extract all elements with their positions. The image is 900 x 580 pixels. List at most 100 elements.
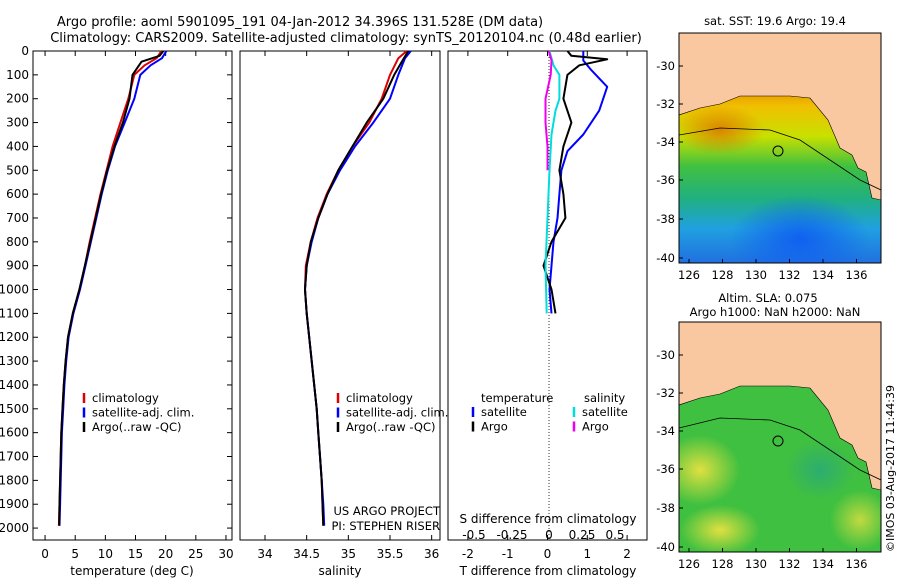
map-lat-label: -38 xyxy=(656,212,675,226)
profile-line-3 xyxy=(544,50,553,171)
y-tick-label: 1800 xyxy=(0,473,29,487)
legend-label: climatology xyxy=(346,391,413,405)
sst-map-isobath xyxy=(679,127,881,191)
y-tick-label: 400 xyxy=(6,139,29,153)
legend-label: satellite-adj. clim. xyxy=(346,406,448,420)
imos-credit: ©IMOS 03-Aug-2017 11:44:39 xyxy=(884,385,897,552)
warm-water-patch xyxy=(679,105,765,155)
map-lon-label: 136 xyxy=(846,268,868,282)
s-tick-label: 0 xyxy=(545,528,553,542)
x-tick-label: 1 xyxy=(583,547,591,561)
y-tick-label: 300 xyxy=(6,116,29,130)
y-tick-label: 1000 xyxy=(0,283,29,297)
profile-line-2 xyxy=(544,50,561,314)
sst-float-marker xyxy=(772,145,784,157)
x-tick-label: 34.5 xyxy=(293,547,320,561)
map-lat-label: -30 xyxy=(656,59,675,73)
x-tick-label: 35.5 xyxy=(377,547,404,561)
sla-high-patch-south xyxy=(680,505,760,552)
map-lon-label: 132 xyxy=(779,557,801,571)
map-lat-label: -34 xyxy=(656,424,675,438)
map-lon-label: 128 xyxy=(712,268,734,282)
y-tick-label: 1700 xyxy=(0,450,29,464)
y-tick-label: 500 xyxy=(6,163,29,177)
t-difference-axis: -2 -1 0 1 2 xyxy=(462,51,631,561)
s-tick-label: 0.5 xyxy=(605,528,624,542)
y-tick-label: 600 xyxy=(6,187,29,201)
temperature-axis: 0 5 10 15 20 25 30 xyxy=(41,51,234,561)
y-tick-label: 1900 xyxy=(0,497,29,511)
map-lon-label: 126 xyxy=(678,268,700,282)
legend-label: satellite xyxy=(582,405,628,419)
y-tick-label: 1600 xyxy=(0,426,29,440)
legend-title-temperature: temperature xyxy=(481,391,553,405)
map-lon-label: 130 xyxy=(745,557,767,571)
s-tick-label: -0.25 xyxy=(496,528,527,542)
difference-legend: temperature salinitysatelliteArgosatellit… xyxy=(471,391,628,434)
map-lat-label: -40 xyxy=(656,251,675,265)
map-lon-label: 130 xyxy=(745,268,767,282)
y-tick-label: 1100 xyxy=(0,306,29,320)
x-tick-label: 0 xyxy=(41,547,49,561)
y-tick-label: 800 xyxy=(6,235,29,249)
y-tick-label: 2000 xyxy=(0,521,29,535)
map-lat-label: -30 xyxy=(656,348,675,362)
salinity-axis: 34 34.5 35 35.5 36 xyxy=(257,51,439,561)
x-tick-label: -1 xyxy=(502,547,514,561)
sst-map-land xyxy=(679,33,881,201)
salinity-axes-frame xyxy=(239,50,441,541)
legend-label: Argo(..raw -QC) xyxy=(346,420,436,434)
s-difference-xlabel: S difference from climatology xyxy=(460,512,637,526)
t-difference-xlabel: T difference from climatology xyxy=(459,564,637,578)
s-difference-axis: -0.5 -0.25 0 0.25 0.5 xyxy=(462,528,624,542)
temperature-panel: 0100200300400500600700800900100011001200… xyxy=(0,44,647,578)
temperature-xlabel: temperature (deg C) xyxy=(70,564,193,578)
sla-map: Altim. SLA: 0.075 Argo h1000: NaN h2000:… xyxy=(656,291,882,571)
map-lat-label: -36 xyxy=(656,462,675,476)
legend-title-salinity: salinity xyxy=(584,391,625,405)
cold-water-patch xyxy=(730,195,870,263)
y-tick-label: 200 xyxy=(6,92,29,106)
map-lat-label: -40 xyxy=(656,540,675,554)
x-tick-label: 34 xyxy=(257,547,272,561)
sla-low-patch xyxy=(785,440,855,500)
map-lon-label: 134 xyxy=(812,268,834,282)
y-tick-label: 700 xyxy=(6,211,29,225)
s-tick-label: 0.25 xyxy=(569,528,596,542)
profile-line-2 xyxy=(58,50,165,526)
x-tick-label: 35 xyxy=(341,547,356,561)
map-lat-label: -34 xyxy=(656,135,675,149)
difference-panel: -2 -1 0 1 2 T difference from climatology S … xyxy=(447,50,648,578)
legend-label: Argo(..raw -QC) xyxy=(92,420,182,434)
sla-map-land xyxy=(679,322,881,491)
y-tick-label: 1300 xyxy=(0,354,29,368)
project-annotation: US ARGO PROJECT xyxy=(333,504,441,518)
salinity-xlabel: salinity xyxy=(318,564,361,578)
sst-map-title: sat. SST: 19.6 Argo: 19.4 xyxy=(704,14,846,28)
x-tick-label: 36 xyxy=(424,547,439,561)
legend-label: climatology xyxy=(92,391,159,405)
legend-label: satellite xyxy=(481,405,527,419)
profile-line-2 xyxy=(304,50,410,526)
map-lon-label: 136 xyxy=(846,557,868,571)
difference-axes-frame xyxy=(447,50,648,541)
x-tick-label: 30 xyxy=(218,547,233,561)
y-tick-label: 100 xyxy=(6,68,29,82)
x-tick-label: 25 xyxy=(188,547,203,561)
x-tick-label: 0 xyxy=(544,547,552,561)
y-tick-label: 1200 xyxy=(0,330,29,344)
x-tick-label: 5 xyxy=(71,547,79,561)
legend-label: Argo xyxy=(481,420,508,434)
x-tick-label: 20 xyxy=(158,547,173,561)
map-lat-label: -36 xyxy=(656,173,675,187)
map-lon-label: 128 xyxy=(712,557,734,571)
salinity-panel: 34 34.5 35 35.5 36 salinity climatologysatel… xyxy=(239,50,448,578)
difference-profiles xyxy=(542,50,609,314)
map-lon-label: 132 xyxy=(779,268,801,282)
x-tick-label: 10 xyxy=(98,547,113,561)
sla-map-title: Altim. SLA: 0.075 xyxy=(718,291,817,305)
